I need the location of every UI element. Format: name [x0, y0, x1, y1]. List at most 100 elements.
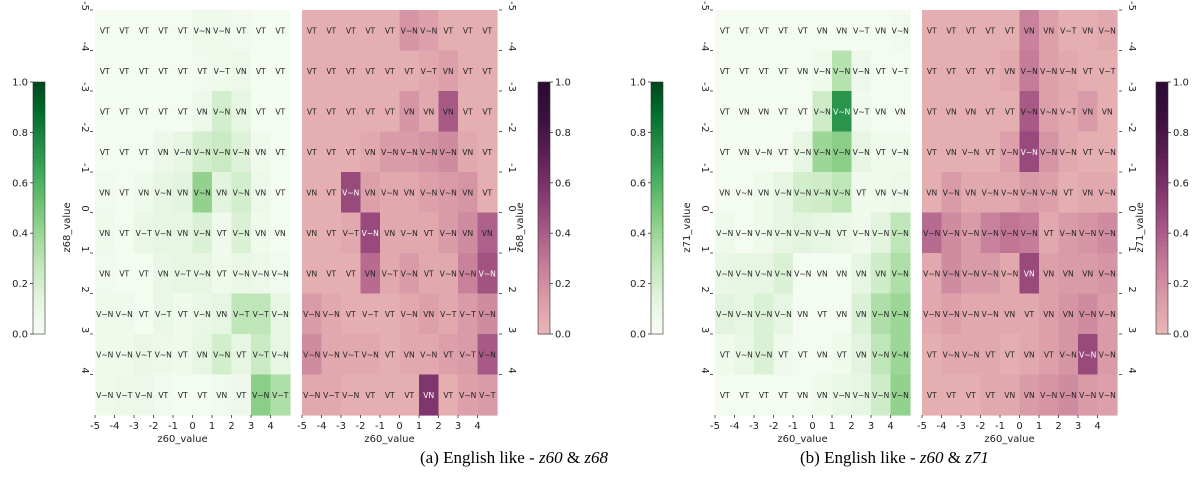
colorbar-green-segment-21 [33, 242, 45, 247]
colorbar-pink-segment-40 [538, 162, 550, 167]
cell-label-right-5-1: VT [326, 229, 336, 238]
cell-label-left-1-7: VN [236, 67, 247, 76]
cell-label-right-3-5: V~N [401, 148, 418, 157]
y-tick-label-right-0: -5 [506, 1, 517, 11]
x-tick-label-left-7: 2 [228, 421, 234, 432]
colorbar-pink-tick-label-4: 0.8 [1173, 128, 1189, 139]
cell-label-right-9-8: V~N [1079, 391, 1096, 400]
colorbar-pink-segment-21 [538, 242, 550, 247]
cell-label-right-1-9: V~T [1099, 67, 1116, 76]
colorbar-green-segment-18 [651, 254, 663, 259]
cell-label-left-0-7: V~T [853, 26, 870, 35]
cell-label-right-3-8: VT [1083, 148, 1093, 157]
cell-label-left-1-8: VT [256, 67, 266, 76]
cell-label-right-0-2: VT [346, 26, 356, 35]
cell-label-left-6-3: VN [158, 269, 169, 278]
cell-label-left-2-3: VT [778, 107, 788, 116]
cell-label-left-3-5: V~N [814, 148, 831, 157]
cell-label-right-4-1: V~N [943, 188, 960, 197]
colorbar-green-tick-label-4: 0.8 [12, 128, 28, 139]
colorbar-pink-segment-5 [538, 309, 550, 314]
cell-label-right-6-8: V~N [459, 269, 476, 278]
cell-label-right-4-5: V~N [1021, 188, 1038, 197]
colorbar-green-segment-53 [651, 107, 663, 112]
cell-label-right-5-7: V~N [440, 229, 457, 238]
x-tick-label-left-1: -4 [730, 421, 740, 432]
cell-label-left-8-1: V~N [116, 350, 133, 359]
colorbar-pink-tick-label-2: 0.4 [555, 229, 571, 240]
cell-label-left-1-3: VT [778, 67, 788, 76]
cell-label-right-5-5: V~N [1021, 229, 1038, 238]
cell-label-right-1-8: VT [1083, 67, 1093, 76]
cell-label-left-1-6: V~T [214, 67, 231, 76]
colorbar-pink-tick-label-3: 0.6 [555, 178, 571, 189]
cell-label-right-8-8: V~T [460, 350, 477, 359]
cell-label-right-8-4: VT [1005, 350, 1015, 359]
cell-label-left-5-3: V~N [155, 229, 172, 238]
cell-label-right-1-9: VT [482, 67, 492, 76]
cell-label-right-7-5: V~N [401, 310, 418, 319]
cell-label-right-0-4: VT [385, 26, 395, 35]
colorbar-pink-segment-14 [1156, 271, 1168, 276]
cell-label-right-5-4: V~N [1001, 229, 1018, 238]
x-tick-label-left-4: -1 [788, 421, 798, 432]
colorbar-green-segment-33 [33, 191, 45, 196]
cell-label-right-2-3: VT [365, 107, 375, 116]
cell-label-left-0-1: VT [739, 26, 749, 35]
y-tick-label-left-0: -5 [699, 1, 710, 11]
cell-label-right-2-4: VT [1005, 107, 1015, 116]
cell-label-left-4-8: VN [255, 188, 266, 197]
colorbar-pink-segment-45 [538, 141, 550, 146]
cell-label-left-3-4: V~N [794, 148, 811, 157]
colorbar-green-segment-27 [33, 216, 45, 221]
cell-label-right-8-4: VT [385, 350, 395, 359]
cell-label-left-9-4: VN [797, 391, 808, 400]
cell-label-right-6-0: VN [306, 269, 317, 278]
cell-label-right-0-3: VT [365, 26, 375, 35]
colorbar-green-segment-24 [33, 229, 45, 234]
cell-label-right-4-7: VT [1063, 188, 1073, 197]
colorbar-green-segment-4 [33, 313, 45, 318]
cell-label-right-4-4: V~N [381, 188, 398, 197]
colorbar-pink-segment-32 [538, 195, 550, 200]
cell-label-right-3-5: V~N [1021, 148, 1038, 157]
x-tick-label-right-4: -1 [995, 421, 1005, 432]
cell-label-right-2-5: V~N [1021, 107, 1038, 116]
colorbar-pink-segment-18 [538, 254, 550, 259]
colorbar-green-segment-26 [33, 221, 45, 226]
y-tick-label-left-9: 4 [699, 367, 710, 373]
cell-label-left-8-4: VT [798, 350, 808, 359]
colorbar-pink-segment-22 [538, 237, 550, 242]
cell-label-left-0-3: VT [158, 26, 168, 35]
cell-label-right-2-0: VT [307, 107, 317, 116]
colorbar-pink-segment-17 [1156, 258, 1168, 263]
colorbar-pink-segment-4 [1156, 313, 1168, 318]
x-tick-label-left-9: 4 [267, 421, 273, 432]
colorbar-green-tick-label-0: 0.0 [630, 330, 646, 341]
colorbar-pink-segment-42 [538, 153, 550, 158]
colorbar-green-segment-23 [33, 233, 45, 238]
cell-label-right-9-0: V~N [303, 391, 320, 400]
cell-label-right-5-7: V~N [1060, 229, 1077, 238]
cell-label-right-6-7: V~N [440, 269, 457, 278]
colorbar-pink-segment-59 [1156, 82, 1168, 87]
cell-label-right-1-4: VT [385, 67, 395, 76]
cell-label-left-1-8: VT [876, 67, 886, 76]
cell-label-right-7-1: V~N [323, 310, 340, 319]
y-tick-label-left-7: 2 [699, 286, 710, 292]
cell-label-left-7-2: VT [139, 310, 149, 319]
cell-label-left-1-1: VT [119, 67, 129, 76]
cell-label-left-2-6: V~N [213, 107, 230, 116]
colorbar-green-segment-45 [651, 141, 663, 146]
cell-label-left-6-5: V~N [194, 269, 211, 278]
colorbar-green-segment-17 [33, 258, 45, 263]
cell-label-right-4-2: VN [965, 188, 976, 197]
cell-label-right-8-5: VN [1024, 350, 1035, 359]
colorbar-pink-segment-56 [538, 95, 550, 100]
colorbar-pink-segment-38 [538, 170, 550, 175]
cell-label-left-7-7: VN [856, 310, 867, 319]
colorbar-green-segment-22 [33, 237, 45, 242]
colorbar-green-segment-5 [33, 309, 45, 314]
cell-label-right-9-6: V~N [1040, 391, 1057, 400]
y-tick-label-left-2: -3 [699, 82, 710, 92]
